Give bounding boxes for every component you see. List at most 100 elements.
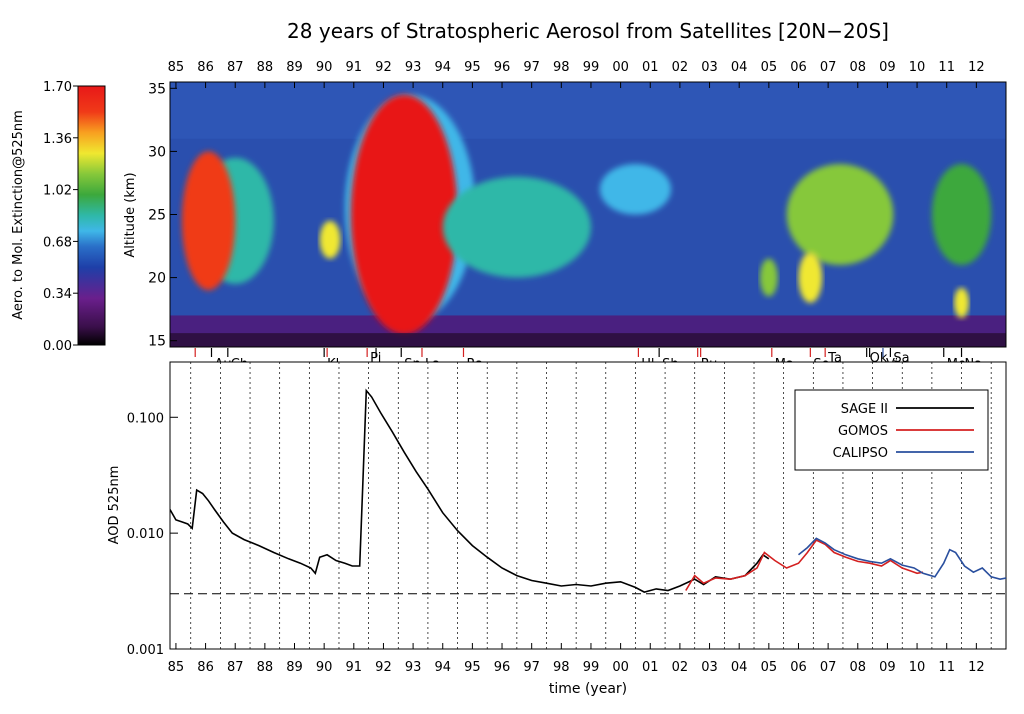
series-sage-ii: [170, 388, 770, 593]
bottom-year-tick-label: 11: [938, 660, 955, 675]
top-year-tick-label: 11: [938, 60, 955, 75]
heatmap-blob: [599, 164, 672, 215]
colorbar-tick-label: 1.70: [43, 80, 72, 95]
top-year-tick-label: 94: [434, 60, 451, 75]
aod-series: [170, 388, 1006, 593]
bottom-year-tick-label: 99: [583, 660, 600, 675]
figure-title: 28 years of Stratospheric Aerosol from S…: [287, 19, 889, 43]
bottom-year-tick-label: 87: [227, 660, 244, 675]
top-year-tick-label: 00: [612, 60, 629, 75]
bottom-year-axis: 85 86 87 88 89 90 91 92 93 94 95 96 97 98 99 00 01 02 03 04…: [168, 643, 985, 675]
bottom-year-tick-label: 93: [405, 660, 422, 675]
top-year-tick-label: 85: [168, 60, 185, 75]
bottom-year-tick-label: 07: [820, 660, 837, 675]
top-year-tick-label: 91: [346, 60, 363, 75]
heatmap-blob: [798, 252, 823, 303]
bottom-year-tick-label: 96: [494, 660, 511, 675]
colorbar-tick-label: 0.34: [43, 287, 72, 302]
heatmap-blob: [931, 164, 992, 265]
colorbar-tick-label: 0.00: [43, 339, 72, 354]
x-axis-label: time (year): [549, 681, 627, 697]
heatmap-y-axis-label: Altitude (km): [123, 172, 138, 257]
legend-label: GOMOS: [838, 424, 888, 439]
heatmap-panel: 15 20 25 30 35 85 86 87 88 89 90 91 92 93 94 95 96 97 98 9…: [123, 60, 1007, 350]
aod-tick-label: 0.001: [127, 643, 164, 658]
legend: SAGE II GOMOS CALIPSO: [794, 389, 989, 471]
heatmap-field: [170, 82, 1006, 347]
bottom-year-tick-label: 10: [909, 660, 926, 675]
altitude-tick-label: 30: [148, 144, 166, 160]
bottom-year-tick-label: 97: [523, 660, 540, 675]
top-year-tick-label: 06: [790, 60, 807, 75]
heatmap-y-axis: 15 20 25 30 35: [148, 81, 177, 350]
heatmap-blob-nevado: [181, 151, 236, 291]
bottom-year-tick-label: 98: [553, 660, 570, 675]
bottom-year-tick-label: 03: [701, 660, 718, 675]
top-year-tick-label: 98: [553, 60, 570, 75]
top-year-tick-label: 05: [761, 60, 778, 75]
altitude-tick-label: 15: [148, 334, 166, 350]
top-year-tick-label: 89: [286, 60, 303, 75]
aod-tick-label: 0.100: [127, 411, 164, 426]
top-year-tick-label: 95: [464, 60, 481, 75]
colorbar-tick-label: 1.02: [43, 184, 72, 199]
top-year-tick-label: 90: [316, 60, 333, 75]
bottom-year-tick-label: 06: [790, 660, 807, 675]
colorbar-label: Aero. to Mol. Extinction@525nm: [11, 110, 26, 320]
top-year-tick-label: 96: [494, 60, 511, 75]
top-year-tick-label: 93: [405, 60, 422, 75]
bottom-year-tick-label: 12: [968, 660, 985, 675]
bottom-year-tick-label: 02: [672, 660, 689, 675]
bottom-year-tick-label: 91: [346, 660, 363, 675]
eruption-label: Pi: [370, 351, 381, 366]
bottom-year-tick-label: 90: [316, 660, 333, 675]
heatmap-blob: [442, 176, 591, 278]
bottom-band: [170, 333, 1006, 347]
top-year-tick-label: 03: [701, 60, 718, 75]
top-year-axis: 85 86 87 88 89 90 91 92 93 94 95 96 97 98 99 00 01 02 03 04…: [168, 60, 985, 88]
bottom-year-tick-label: 95: [464, 660, 481, 675]
bottom-year-tick-label: 01: [642, 660, 659, 675]
bottom-year-tick-label: 92: [375, 660, 392, 675]
top-year-tick-label: 97: [523, 60, 540, 75]
bottom-year-tick-label: 05: [761, 660, 778, 675]
altitude-tick-label: 20: [148, 271, 166, 287]
altitude-tick-label: 25: [148, 208, 166, 224]
aod-tick-label: 0.010: [127, 527, 164, 542]
colorbar: [77, 85, 106, 346]
top-year-tick-label: 86: [197, 60, 214, 75]
bottom-year-tick-label: 85: [168, 660, 185, 675]
bottom-year-tick-label: 08: [849, 660, 866, 675]
bottom-year-tick-label: 00: [612, 660, 629, 675]
top-year-tick-label: 10: [909, 60, 926, 75]
altitude-tick-label: 35: [148, 81, 166, 97]
colorbar-tick-label: 0.68: [43, 235, 72, 250]
bottom-year-tick-label: 86: [197, 660, 214, 675]
series-gomos: [685, 539, 924, 591]
legend-label: CALIPSO: [833, 446, 888, 461]
top-year-tick-label: 92: [375, 60, 392, 75]
heatmap-blob-kelut: [319, 220, 341, 259]
legend-label: SAGE II: [841, 402, 888, 417]
bottom-year-tick-label: 89: [286, 660, 303, 675]
top-year-tick-label: 99: [583, 60, 600, 75]
bottom-year-tick-label: 94: [434, 660, 451, 675]
top-year-tick-label: 09: [879, 60, 896, 75]
heatmap-blob: [759, 258, 778, 297]
heatmap-blob-pinatubo: [350, 94, 458, 335]
top-year-tick-label: 04: [731, 60, 748, 75]
top-year-tick-label: 07: [820, 60, 837, 75]
top-year-tick-label: 87: [227, 60, 244, 75]
bottom-year-tick-label: 04: [731, 660, 748, 675]
top-year-tick-label: 12: [968, 60, 985, 75]
top-year-tick-label: 01: [642, 60, 659, 75]
aod-y-axis: 0.001 0.010 0.100: [127, 411, 178, 658]
colorbar-tick-label: 1.36: [43, 132, 72, 147]
bottom-year-tick-label: 88: [257, 660, 274, 675]
series-calipso: [797, 537, 1006, 581]
heatmap-blob: [786, 164, 894, 265]
top-year-tick-label: 08: [849, 60, 866, 75]
aod-panel: 0.001 0.010 0.100 85 86 87 88 89 90 91 92 93 94 95 96…: [107, 361, 1007, 697]
upper-band: [170, 82, 1006, 139]
